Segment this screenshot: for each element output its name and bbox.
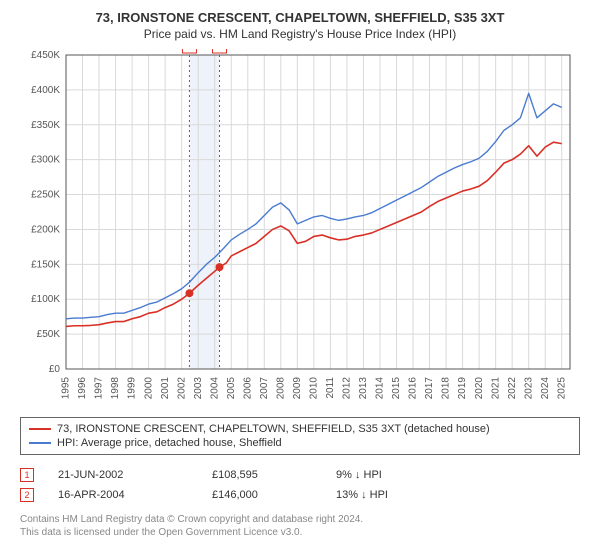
svg-text:2023: 2023 [523, 377, 534, 400]
svg-text:£0: £0 [49, 364, 61, 375]
svg-text:£150K: £150K [31, 259, 60, 270]
svg-text:£300K: £300K [31, 155, 60, 166]
sales-row: 1 21-JUN-2002 £108,595 9% ↓ HPI [20, 465, 580, 485]
legend-label: HPI: Average price, detached house, Shef… [57, 437, 282, 449]
sale-price: £108,595 [212, 469, 312, 481]
svg-text:2012: 2012 [342, 377, 353, 400]
svg-text:2009: 2009 [292, 377, 303, 400]
svg-text:2015: 2015 [391, 377, 402, 400]
svg-text:1996: 1996 [77, 377, 88, 400]
sale-pct: 13% ↓ HPI [336, 489, 446, 501]
svg-text:£400K: £400K [31, 85, 60, 96]
legend-entry: 73, IRONSTONE CRESCENT, CHAPELTOWN, SHEF… [29, 422, 571, 436]
svg-text:2002: 2002 [176, 377, 187, 400]
sales-row: 2 16-APR-2004 £146,000 13% ↓ HPI [20, 485, 580, 505]
legend-swatch [29, 428, 51, 430]
svg-text:1995: 1995 [61, 377, 72, 400]
svg-text:1: 1 [187, 49, 192, 51]
sale-date: 21-JUN-2002 [58, 469, 188, 481]
footer-attribution: Contains HM Land Registry data © Crown c… [20, 513, 580, 539]
svg-text:1997: 1997 [94, 377, 105, 400]
svg-text:£200K: £200K [31, 224, 60, 235]
sale-pct: 9% ↓ HPI [336, 469, 446, 481]
svg-text:2024: 2024 [540, 377, 551, 400]
svg-text:£350K: £350K [31, 120, 60, 131]
svg-text:2007: 2007 [259, 377, 270, 400]
svg-text:2: 2 [217, 49, 222, 51]
chart-area: £0 £50K £100K £150K £200K £250K £300K £350K £400… [20, 49, 580, 409]
svg-text:2025: 2025 [556, 377, 567, 400]
chart-container: 73, IRONSTONE CRESCENT, CHAPELTOWN, SHEF… [0, 0, 600, 543]
svg-text:2010: 2010 [309, 377, 320, 400]
svg-text:£100K: £100K [31, 294, 60, 305]
footer-line2: This data is licensed under the Open Gov… [20, 526, 580, 539]
svg-text:2022: 2022 [507, 377, 518, 400]
svg-text:2019: 2019 [457, 377, 468, 400]
svg-text:2020: 2020 [474, 377, 485, 400]
svg-text:2018: 2018 [441, 377, 452, 400]
svg-text:2013: 2013 [358, 377, 369, 400]
svg-text:2000: 2000 [143, 377, 154, 400]
legend-entry: HPI: Average price, detached house, Shef… [29, 436, 571, 450]
legend: 73, IRONSTONE CRESCENT, CHAPELTOWN, SHEF… [20, 417, 580, 455]
sale-price: £146,000 [212, 489, 312, 501]
svg-text:1998: 1998 [110, 377, 121, 400]
svg-text:2006: 2006 [242, 377, 253, 400]
sale-marker-box: 2 [20, 488, 34, 502]
sales-table: 1 21-JUN-2002 £108,595 9% ↓ HPI 2 16-APR-2004… [20, 465, 580, 505]
svg-text:2001: 2001 [160, 377, 171, 400]
legend-swatch [29, 442, 51, 444]
svg-text:2004: 2004 [209, 377, 220, 400]
sale-marker-box: 1 [20, 468, 34, 482]
svg-text:£250K: £250K [31, 190, 60, 201]
svg-text:2005: 2005 [226, 377, 237, 400]
svg-text:1999: 1999 [127, 377, 138, 400]
svg-text:2014: 2014 [375, 377, 386, 400]
svg-text:2011: 2011 [325, 377, 336, 399]
title-main: 73, IRONSTONE CRESCENT, CHAPELTOWN, SHEF… [20, 10, 580, 25]
svg-text:2003: 2003 [193, 377, 204, 400]
line-chart-svg: £0 £50K £100K £150K £200K £250K £300K £350K £400… [20, 49, 580, 409]
svg-text:2017: 2017 [424, 377, 435, 400]
footer-line1: Contains HM Land Registry data © Crown c… [20, 513, 580, 526]
svg-text:£50K: £50K [37, 329, 61, 340]
svg-text:2021: 2021 [490, 377, 501, 400]
svg-text:£450K: £450K [31, 50, 60, 61]
svg-text:2008: 2008 [275, 377, 286, 400]
sale-date: 16-APR-2004 [58, 489, 188, 501]
svg-text:2016: 2016 [408, 377, 419, 400]
legend-label: 73, IRONSTONE CRESCENT, CHAPELTOWN, SHEF… [57, 423, 490, 435]
title-sub: Price paid vs. HM Land Registry's House … [20, 27, 580, 41]
